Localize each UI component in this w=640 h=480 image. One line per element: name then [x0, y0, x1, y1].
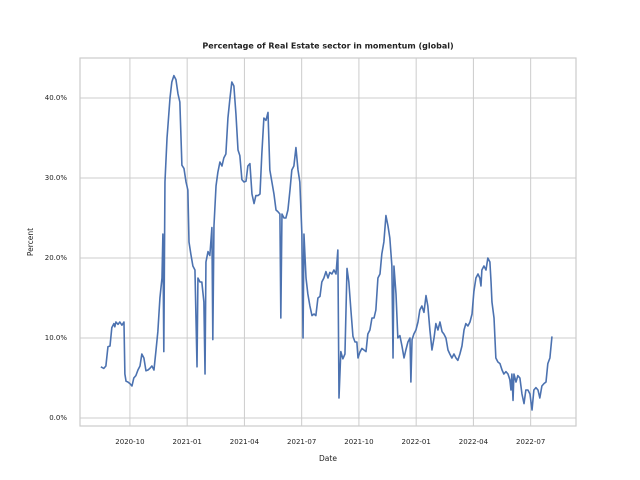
y-tick-label: 40.0%: [45, 94, 68, 102]
x-axis-label: Date: [319, 454, 337, 463]
chart-title: Percentage of Real Estate sector in mome…: [202, 42, 453, 51]
y-tick-label: 10.0%: [45, 334, 68, 342]
data-line: [100, 74, 553, 411]
x-tick-label: 2021-04: [230, 438, 260, 446]
y-tick-label: 30.0%: [45, 174, 68, 182]
x-tick-label: 2022-07: [516, 438, 545, 446]
x-tick-label: 2020-10: [115, 438, 144, 446]
axes-frame: [79, 57, 577, 427]
x-tick-label: 2022-04: [459, 438, 489, 446]
plot-area: [100, 74, 553, 411]
x-tick-label: 2022-01: [402, 438, 431, 446]
x-tick-label: 2021-01: [173, 438, 202, 446]
x-tick-label: 2021-10: [344, 438, 373, 446]
y-axis-label: Percent: [26, 228, 35, 256]
y-tick-label: 0.0%: [49, 414, 67, 422]
x-tick-label: 2021-07: [287, 438, 316, 446]
y-tick-label: 20.0%: [45, 254, 68, 262]
